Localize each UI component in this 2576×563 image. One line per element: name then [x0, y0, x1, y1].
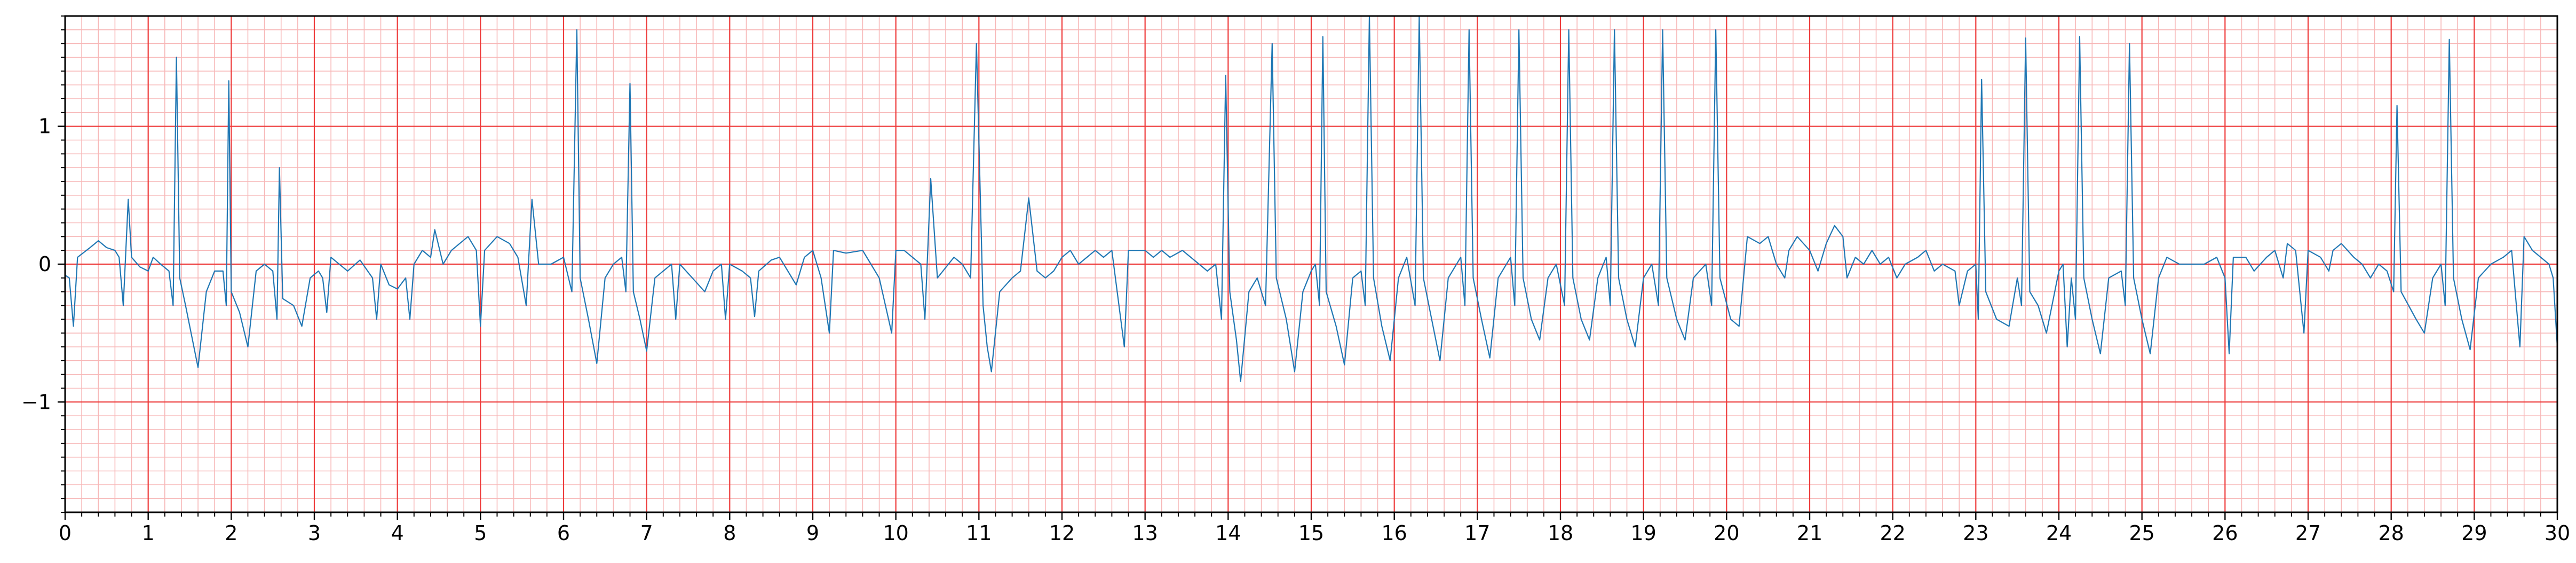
- x-tick-label: 16: [1381, 521, 1407, 545]
- x-tick-label: 3: [308, 521, 321, 545]
- x-tick-label: 6: [557, 521, 570, 545]
- x-tick-label: 15: [1298, 521, 1324, 545]
- x-tick-label: 30: [2545, 521, 2570, 545]
- x-tick-label: 0: [59, 521, 72, 545]
- x-tick-label: 24: [2046, 521, 2072, 545]
- x-tick-label: 20: [1714, 521, 1739, 545]
- x-tick-label: 22: [1880, 521, 1905, 545]
- x-tick-label: 19: [1630, 521, 1656, 545]
- x-tick-label: 25: [2129, 521, 2154, 545]
- x-tick-label: 21: [1797, 521, 1822, 545]
- x-tick-label: 18: [1548, 521, 1573, 545]
- x-tick-label: 1: [142, 521, 155, 545]
- x-tick-label: 14: [1215, 521, 1241, 545]
- x-tick-label: 4: [391, 521, 404, 545]
- x-tick-label: 23: [1963, 521, 1988, 545]
- x-tick-label: 27: [2295, 521, 2321, 545]
- y-tick-label: 1: [38, 115, 51, 138]
- x-axis: 0 1 2 3 4 5 6 7 8 9 10 11 12 13 14 15 16 17 18 19 20 21 22 23 24…: [59, 512, 2570, 545]
- x-tick-label: 2: [225, 521, 237, 545]
- plot-area: 0 1 2 3 4 5 6 7 8 9 10 11 12 13 14 15 16 17 18 19 20 21 22 23 24…: [21, 15, 2570, 545]
- x-tick-label: 12: [1049, 521, 1075, 545]
- x-tick-label: 7: [640, 521, 653, 545]
- y-tick-label: 0: [38, 252, 51, 276]
- x-tick-label: 9: [806, 521, 819, 545]
- x-tick-label: 5: [474, 521, 487, 545]
- x-tick-label: 29: [2461, 521, 2487, 545]
- x-tick-label: 17: [1464, 521, 1490, 545]
- y-axis: −1 0 1: [21, 15, 65, 513]
- y-tick-label: −1: [21, 390, 51, 414]
- x-tick-label: 26: [2212, 521, 2238, 545]
- x-tick-label: 10: [883, 521, 908, 545]
- x-tick-label: 28: [2378, 521, 2404, 545]
- x-tick-label: 11: [966, 521, 992, 545]
- x-tick-label: 13: [1132, 521, 1158, 545]
- ecg-trace-line: [65, 15, 2558, 382]
- x-tick-label: 8: [723, 521, 736, 545]
